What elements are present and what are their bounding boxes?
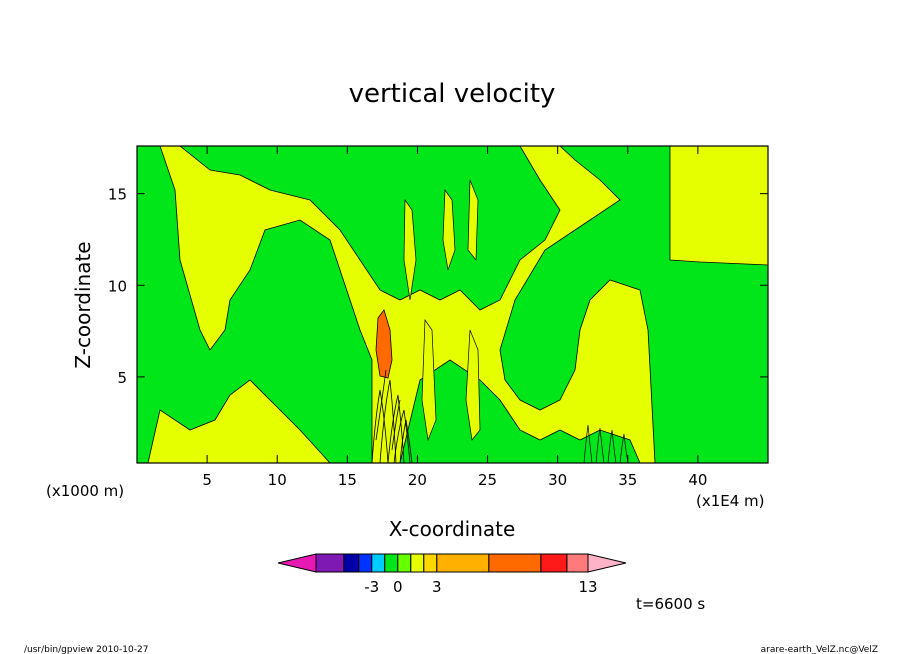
colorbar-tick-label: 13 <box>578 578 597 596</box>
x-tick-label: 15 <box>338 471 357 489</box>
colorbar-segment <box>410 553 425 573</box>
x-axis-label: X-coordinate <box>389 517 516 541</box>
colorbar-segment <box>371 553 386 573</box>
plot-frame <box>136 145 769 464</box>
colorbar-tick-label: 0 <box>393 578 403 596</box>
colorbar-tick-label: -3 <box>364 578 379 596</box>
colorbar-segment <box>315 553 345 573</box>
x-unit-label: (x1000 m) <box>46 482 124 500</box>
streak-yellow-3 <box>467 179 479 261</box>
x-tick-label: 40 <box>688 471 707 489</box>
y-tick-label: 15 <box>108 186 127 204</box>
colorbar-segment <box>343 553 360 573</box>
colorbar-segment <box>540 553 568 573</box>
plot-area <box>137 146 768 463</box>
x-tick-label: 10 <box>268 471 287 489</box>
colorbar-arrow-low <box>277 553 317 573</box>
x-tick-label: 20 <box>408 471 427 489</box>
x-tick-label: 35 <box>618 471 637 489</box>
streak-yellow-2 <box>442 188 456 271</box>
x-tick-label: 5 <box>202 471 212 489</box>
y-tick-label: 5 <box>117 369 127 387</box>
x-tick-label: 25 <box>478 471 497 489</box>
y-axis-ticks: 5 10 15 <box>108 186 768 387</box>
field-green-lower-right <box>399 359 641 463</box>
streak-yellow-5 <box>465 329 481 441</box>
colorbar-segment <box>566 553 589 573</box>
field-green-left <box>137 146 373 463</box>
streak-yellow-4 <box>421 318 437 442</box>
colorbar <box>277 553 627 573</box>
colorbar-segment <box>488 553 542 573</box>
footer-right: arare-earth_VelZ.nc@VelZ <box>761 645 878 654</box>
colorbar-tick-labels: -3 0 3 13 <box>364 578 597 596</box>
x-scale-label: (x1E4 m) <box>696 492 765 510</box>
x-tick-label: 30 <box>548 471 567 489</box>
colorbar-segment <box>423 553 438 573</box>
contour-cluster-center <box>371 369 413 463</box>
colorbar-arrow-high <box>587 553 627 573</box>
colorbar-tick-label: 3 <box>432 578 442 596</box>
y-axis-label: Z-coordinate <box>71 241 95 368</box>
contour-cluster-right <box>583 424 629 463</box>
field-green-right <box>499 146 768 463</box>
time-annotation: t=6600 s <box>636 595 705 613</box>
chart-title: vertical velocity <box>349 79 556 109</box>
field-orange-core <box>375 309 393 379</box>
x-axis-ticks: 5 10 15 20 25 30 35 40 <box>202 146 707 489</box>
colorbar-segment <box>384 553 399 573</box>
footer-left: /usr/bin/gpview 2010-10-27 <box>24 645 148 654</box>
colorbar-segment <box>358 553 373 573</box>
streak-yellow-1 <box>403 198 417 301</box>
field-green-upper-mid <box>179 146 561 311</box>
y-tick-label: 10 <box>108 277 127 295</box>
colorbar-segment <box>397 553 412 573</box>
colorbar-segment <box>436 553 490 573</box>
